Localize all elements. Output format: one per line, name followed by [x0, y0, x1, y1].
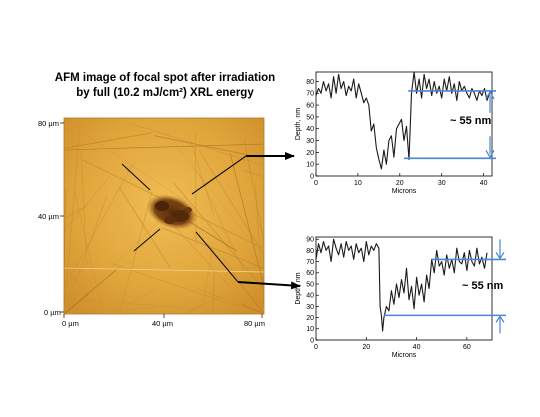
afm-scratch [80, 131, 187, 202]
depth-profile-chart-bottom: 0 20 40 60 0 10 20 30 40 50 60 70 80 90 Microns Depth, … [295, 236, 506, 359]
y-tick-label: 20 [306, 150, 314, 157]
y-tick-label: 20 [306, 315, 314, 322]
depth-annotation-bottom: ~ 55 nm [462, 280, 503, 292]
afm-x-tick-0: 0 µm [62, 319, 79, 328]
focal-spot-crater [146, 194, 198, 230]
y-tick-label: 70 [306, 91, 314, 98]
y-tick-label: 50 [306, 114, 314, 121]
afm-scratch [202, 243, 214, 308]
dimension-arrow-down-head [485, 149, 495, 159]
depth-profile-chart-top: 0 10 20 30 40 0 10 20 30 40 50 60 70 80 Microns Depth, … [295, 71, 496, 195]
arrow-to-bottom-profile [237, 281, 301, 290]
y-tick-label: 70 [306, 259, 314, 266]
afm-scratch [195, 133, 197, 245]
dimension-arrow-down-head [495, 252, 505, 260]
y-tick-label: 0 [310, 337, 314, 344]
afm-scratch [79, 299, 265, 315]
x-tick-label: 20 [362, 344, 370, 351]
afm-scratch [241, 303, 265, 315]
afm-scratch [63, 267, 265, 273]
y-axis-label: Depth, nm [295, 272, 302, 304]
afm-scratch [80, 149, 87, 265]
afm-scratch [63, 143, 265, 151]
y-tick-label: 30 [306, 138, 314, 145]
afm-scratch [243, 169, 265, 178]
afm-scratch [198, 172, 265, 315]
y-tick-label: 30 [306, 304, 314, 311]
chart-frame [315, 236, 493, 341]
depth-annotation-top: ~ 55 nm [450, 115, 491, 127]
x-tick-label: 40 [480, 180, 488, 187]
afm-scratch [199, 150, 265, 255]
y-tick-label: 40 [306, 126, 314, 133]
y-tick-label: 40 [306, 293, 314, 300]
afm-scratch [63, 195, 108, 315]
afm-scratch [63, 122, 81, 315]
x-tick-label: 0 [314, 180, 318, 187]
figure-title-line1: AFM image of focal spot after irradiatio… [54, 72, 276, 84]
afm-scratch [63, 188, 66, 315]
afm-y-tick-40: 40 µm [38, 212, 59, 221]
afm-image: 80 µm 40 µm 0 µm 0 µm 40 µm 80 µm [38, 117, 265, 328]
afm-scratch [162, 128, 265, 258]
afm-pointer-lines [121, 155, 247, 283]
afm-x-tick-80: 80 µm [244, 319, 265, 328]
afm-scratch [63, 293, 89, 315]
y-tick-label: 60 [306, 270, 314, 277]
afm-scratch [63, 290, 80, 315]
connector-arrows [237, 152, 301, 290]
y-tick-label: 90 [306, 237, 314, 244]
figure-title-line2: by full (10.2 mJ/cm²) XRL energy [76, 87, 254, 99]
x-tick-label: 40 [413, 344, 421, 351]
afm-scratch [212, 271, 215, 315]
afm-y-tick-80: 80 µm [38, 119, 59, 128]
y-tick-label: 10 [306, 162, 314, 169]
y-tick-label: 60 [306, 102, 314, 109]
afm-scratch [118, 186, 171, 268]
dimension-arrow-up-head [485, 90, 495, 100]
x-axis-label: Microns [392, 188, 417, 195]
afm-scratch [161, 227, 265, 269]
afm-scratch [65, 266, 100, 315]
chart-frame [315, 71, 493, 177]
x-tick-label: 60 [463, 344, 471, 351]
afm-scratch [119, 191, 153, 315]
afm-scratch [255, 218, 265, 236]
afm-scratch [221, 256, 265, 315]
afm-y-tick-0: 0 µm [44, 308, 61, 317]
afm-scratch [63, 175, 111, 232]
afm-scratch [73, 190, 104, 315]
x-tick-label: 10 [354, 180, 362, 187]
y-tick-label: 10 [306, 326, 314, 333]
afm-scratch [63, 307, 156, 315]
afm-scratch [63, 260, 90, 291]
y-tick-label: 80 [306, 79, 314, 86]
afm-scratch [195, 288, 265, 315]
depth-profile-line [315, 238, 488, 332]
y-tick-label: 80 [306, 248, 314, 255]
x-tick-label: 30 [438, 180, 446, 187]
dimension-arrow-up-head [495, 315, 505, 323]
afm-scratch [229, 152, 265, 288]
y-tick-label: 50 [306, 281, 314, 288]
afm-scratch [182, 296, 222, 315]
x-tick-label: 20 [396, 180, 404, 187]
afm-x-tick-40: 40 µm [152, 319, 173, 328]
x-tick-label: 0 [314, 344, 318, 351]
y-tick-label: 0 [310, 173, 314, 180]
afm-scratch [153, 135, 265, 159]
afm-scratch [110, 262, 260, 315]
depth-profile-line [315, 71, 493, 170]
x-axis-label: Microns [392, 352, 417, 359]
y-axis-label: Depth, nm [295, 108, 302, 140]
afm-scratch [63, 132, 153, 149]
afm-scratch [188, 134, 215, 216]
